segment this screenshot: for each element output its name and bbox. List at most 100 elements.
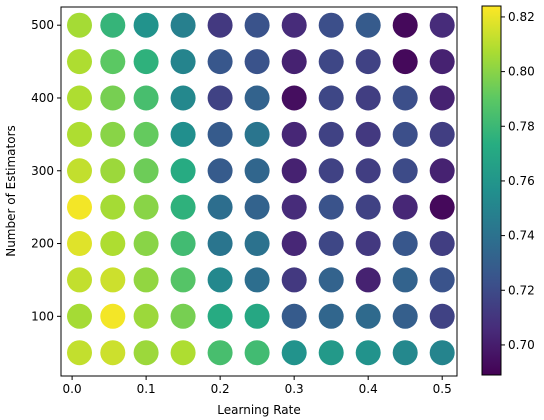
x-axis: 0.0 0.1 0.2 0.3 0.4 0.5 bbox=[63, 376, 452, 396]
scatter-point bbox=[207, 121, 233, 147]
scatter-point bbox=[207, 85, 233, 111]
scatter-point bbox=[318, 194, 344, 220]
scatter-point bbox=[133, 340, 159, 366]
scatter-point bbox=[355, 158, 381, 184]
scatter-point bbox=[170, 158, 196, 184]
scatter-point bbox=[170, 49, 196, 75]
scatter-point bbox=[392, 12, 418, 38]
scatter-point bbox=[133, 267, 159, 293]
scatter-point bbox=[318, 121, 344, 147]
scatter-point bbox=[244, 303, 270, 329]
scatter-point bbox=[244, 267, 270, 293]
scatter-point bbox=[355, 121, 381, 147]
scatter-point bbox=[281, 158, 307, 184]
colorbar-tick-label: 0.82 bbox=[508, 10, 535, 24]
scatter-point bbox=[429, 194, 455, 220]
scatter-point bbox=[100, 194, 126, 220]
scatter-point bbox=[170, 340, 196, 366]
scatter-point bbox=[318, 340, 344, 366]
scatter-point bbox=[67, 194, 92, 220]
scatter-point bbox=[392, 194, 418, 220]
y-tick-label: 300 bbox=[31, 164, 54, 178]
scatter-point bbox=[392, 121, 418, 147]
scatter-point bbox=[355, 303, 381, 329]
x-tick-label: 0.4 bbox=[359, 382, 378, 396]
scatter-point bbox=[318, 49, 344, 75]
x-tick-label: 0.5 bbox=[433, 382, 452, 396]
scatter-point bbox=[207, 340, 233, 366]
scatter-point bbox=[100, 85, 126, 111]
scatter-point bbox=[100, 340, 126, 366]
scatter-point bbox=[67, 12, 92, 38]
scatter-point bbox=[67, 121, 92, 147]
scatter-point bbox=[318, 267, 344, 293]
scatter-point bbox=[207, 231, 233, 256]
scatter-point bbox=[170, 121, 196, 147]
scatter-point bbox=[281, 121, 307, 147]
scatter-point bbox=[170, 85, 196, 111]
scatter-point bbox=[133, 12, 159, 38]
colorbar bbox=[481, 5, 502, 376]
scatter-point bbox=[100, 121, 126, 147]
scatter-point bbox=[355, 85, 381, 111]
scatter-point bbox=[170, 267, 196, 293]
scatter-point bbox=[170, 303, 196, 329]
scatter-point bbox=[100, 303, 126, 329]
scatter-point bbox=[244, 231, 270, 256]
scatter-point bbox=[429, 85, 455, 111]
scatter-point bbox=[100, 12, 126, 38]
colorbar-tick-label: 0.80 bbox=[508, 65, 535, 79]
x-axis-label: Learning Rate bbox=[217, 403, 300, 417]
scatter-points bbox=[67, 12, 455, 366]
scatter-point bbox=[67, 85, 92, 111]
x-tick-label: 0.2 bbox=[211, 382, 230, 396]
y-tick-label: 400 bbox=[31, 91, 54, 105]
scatter-point bbox=[133, 303, 159, 329]
plot-frame bbox=[60, 6, 458, 377]
scatter-point bbox=[281, 303, 307, 329]
scatter-point bbox=[170, 231, 196, 256]
x-tick-label: 0.3 bbox=[285, 382, 304, 396]
scatter-point bbox=[318, 85, 344, 111]
scatter-point bbox=[133, 121, 159, 147]
colorbar-tick-label: 0.74 bbox=[508, 229, 535, 243]
scatter-point bbox=[207, 267, 233, 293]
scatter-point bbox=[244, 340, 270, 366]
scatter-point bbox=[281, 85, 307, 111]
scatter-point bbox=[429, 49, 455, 75]
scatter-point bbox=[392, 231, 418, 256]
scatter-point bbox=[318, 231, 344, 256]
scatter-point bbox=[67, 267, 92, 293]
colorbar-tick-label: 0.70 bbox=[508, 338, 535, 352]
scatter-point bbox=[170, 194, 196, 220]
scatter-point bbox=[429, 231, 455, 256]
y-tick-label: 100 bbox=[31, 309, 54, 323]
scatter-point bbox=[67, 303, 92, 329]
scatter-point bbox=[170, 12, 196, 38]
scatter-point bbox=[281, 49, 307, 75]
scatter-point bbox=[244, 49, 270, 75]
scatter-point bbox=[100, 231, 126, 256]
scatter-point bbox=[392, 158, 418, 184]
scatter-point bbox=[355, 194, 381, 220]
scatter-point bbox=[429, 158, 455, 184]
y-tick-label: 200 bbox=[31, 237, 54, 251]
scatter-point bbox=[318, 12, 344, 38]
scatter-point bbox=[244, 158, 270, 184]
scatter-point bbox=[355, 12, 381, 38]
scatter-point bbox=[318, 303, 344, 329]
scatter-point bbox=[207, 49, 233, 75]
scatter-point bbox=[100, 49, 126, 75]
scatter-point bbox=[133, 231, 159, 256]
scatter-point bbox=[100, 267, 126, 293]
scatter-point bbox=[207, 158, 233, 184]
scatter-point bbox=[355, 267, 381, 293]
scatter-point bbox=[244, 121, 270, 147]
scatter-point bbox=[100, 158, 126, 184]
scatter-point bbox=[67, 231, 92, 256]
scatter-point bbox=[133, 85, 159, 111]
y-tick-label: 500 bbox=[31, 18, 54, 32]
scatter-point bbox=[207, 303, 233, 329]
scatter-point bbox=[244, 12, 270, 38]
